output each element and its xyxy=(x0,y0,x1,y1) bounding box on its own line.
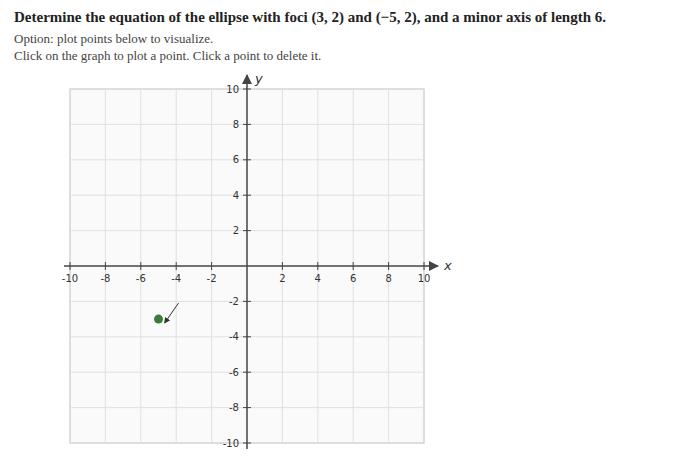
y-tick xyxy=(243,300,251,301)
x-tick-label: 2 xyxy=(279,273,285,284)
y-tick xyxy=(243,442,251,443)
annotation: Click on the graph to plot a point. Clic… xyxy=(14,48,686,65)
y-tick-label: 6 xyxy=(233,154,239,165)
y-axis xyxy=(246,75,248,449)
y-tick xyxy=(243,123,251,124)
point xyxy=(154,314,163,323)
x-tick-label: 4 xyxy=(315,273,321,284)
x-tick-label: 8 xyxy=(385,273,391,284)
x-axis-label: x xyxy=(443,258,452,273)
x-tick xyxy=(140,262,141,270)
x-axis xyxy=(64,265,438,267)
y-tick-label: -8 xyxy=(229,402,239,413)
grid-line-x xyxy=(317,89,318,443)
grid-line-x xyxy=(211,89,212,443)
x-tick xyxy=(424,262,425,270)
x-tick xyxy=(388,262,389,270)
grid-line-x xyxy=(140,89,141,443)
y-tick-label: 8 xyxy=(233,118,239,129)
grid-line-x xyxy=(424,89,425,443)
grid-line-y xyxy=(70,230,424,231)
y-tick xyxy=(243,371,251,372)
chart-svg: x y -10 -8 -6 -4 -2 2 4 6 8 10 -10 -8 -6 -4 -2 2 4 6 8 10 xyxy=(0,67,700,461)
grid-line-x xyxy=(70,89,71,443)
grid-line-y xyxy=(70,194,424,195)
y-tick xyxy=(243,230,251,231)
grid-line-y xyxy=(70,300,424,301)
title: Determine the equation of the ellipse wi… xyxy=(14,8,686,27)
x-tick-label: -4 xyxy=(171,273,181,284)
subtitle: Option: plot points below to visualize. xyxy=(14,31,686,48)
grid-line-y xyxy=(70,371,424,372)
grid-line-x xyxy=(105,89,106,443)
x-tick xyxy=(105,262,106,270)
x-tick-label: -10 xyxy=(62,273,78,284)
x-tick-label: -2 xyxy=(207,273,217,284)
grid-line-y xyxy=(70,336,424,337)
grid-line-x xyxy=(176,89,177,443)
y-tick-label: -4 xyxy=(229,331,239,342)
grid-line-y xyxy=(70,442,424,443)
grid-line-x xyxy=(388,89,389,443)
y-tick xyxy=(243,194,251,195)
y-tick xyxy=(243,159,251,160)
points xyxy=(154,303,179,324)
y-tick-label: 4 xyxy=(233,189,239,200)
y-tick-label: -10 xyxy=(223,437,239,448)
y-tick xyxy=(243,88,251,89)
y-tick-label: -2 xyxy=(229,295,239,306)
cursor-arrow xyxy=(165,303,179,323)
x-tick-label: 6 xyxy=(350,273,356,284)
header: Determine the equation of the ellipse wi… xyxy=(0,0,700,67)
y-tick xyxy=(243,407,251,408)
x-tick xyxy=(282,262,283,270)
x-tick-label: -6 xyxy=(136,273,146,284)
x-tick xyxy=(211,262,212,270)
y-tick xyxy=(243,336,251,337)
y-tick-label: -6 xyxy=(229,366,239,377)
x-tick-label: -8 xyxy=(100,273,110,284)
y-tick-label: 10 xyxy=(226,83,239,94)
grid-line-x xyxy=(353,89,354,443)
grid-line-y xyxy=(70,123,424,124)
x-tick xyxy=(317,262,318,270)
x-tick xyxy=(353,262,354,270)
x-tick-label: 10 xyxy=(418,273,431,284)
y-axis-label: y xyxy=(254,71,263,86)
x-tick xyxy=(176,262,177,270)
y-tick-label: 2 xyxy=(233,225,239,236)
grid-line-y xyxy=(70,407,424,408)
grid-line-y xyxy=(70,88,424,89)
x-tick xyxy=(70,262,71,270)
grid-line-x xyxy=(282,89,283,443)
grid-line-y xyxy=(70,159,424,160)
chart-container: x y -10 -8 -6 -4 -2 2 4 6 8 10 -10 -8 -6 -4 -2 2 4 6 8 10 xyxy=(0,67,700,461)
